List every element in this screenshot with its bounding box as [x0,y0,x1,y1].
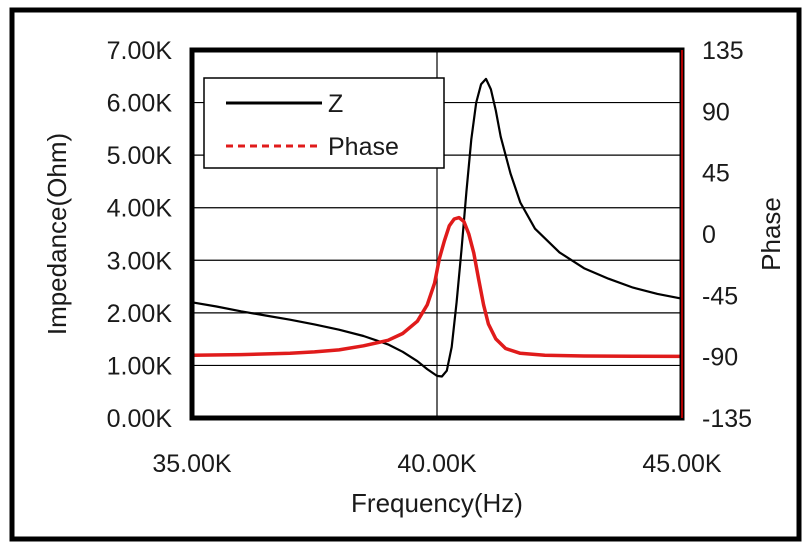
legend-label-phase: Phase [328,133,399,161]
x-axis-label: Frequency(Hz) [351,488,523,518]
y-left-tick-label: 2.00K [107,300,173,328]
x-tick-label: 40.00K [397,450,477,478]
y-right-tick-label: -90 [702,344,738,372]
legend: Z Phase [203,77,445,169]
y-left-tick-label: 3.00K [107,247,173,275]
legend-box [203,77,445,169]
y-right-tick-label: -45 [702,282,738,310]
y-left-tick-label: 7.00K [107,37,173,65]
y-right-tick-label: 135 [702,37,744,65]
y-left-tick-label: 6.00K [107,90,173,118]
y-left-tick-label: 5.00K [107,142,173,170]
y-left-tick-label: 0.00K [107,405,173,433]
y-right-tick-label: 90 [702,98,730,126]
series-layer [190,77,684,378]
y-left-tick-label: 1.00K [107,352,173,380]
y-right-tick-label: -135 [702,405,752,433]
y-axis-left-label: Impedance(Ohm) [42,133,72,335]
x-tick-label: 35.00K [152,450,232,478]
x-tick-label: 45.00K [642,450,722,478]
legend-label-z: Z [328,90,343,118]
y-right-tick-label: 0 [702,221,716,249]
tick-labels: 35.00K 40.00K 45.00K 0.00K 1.00K 2.00K 3.00K 4.… [107,37,752,478]
y-axis-right-label: Phase [756,197,786,271]
series-line-phase [190,215,684,359]
y-right-tick-label: 45 [702,160,730,188]
series-line-z [190,77,684,378]
y-left-tick-label: 4.00K [107,195,173,223]
